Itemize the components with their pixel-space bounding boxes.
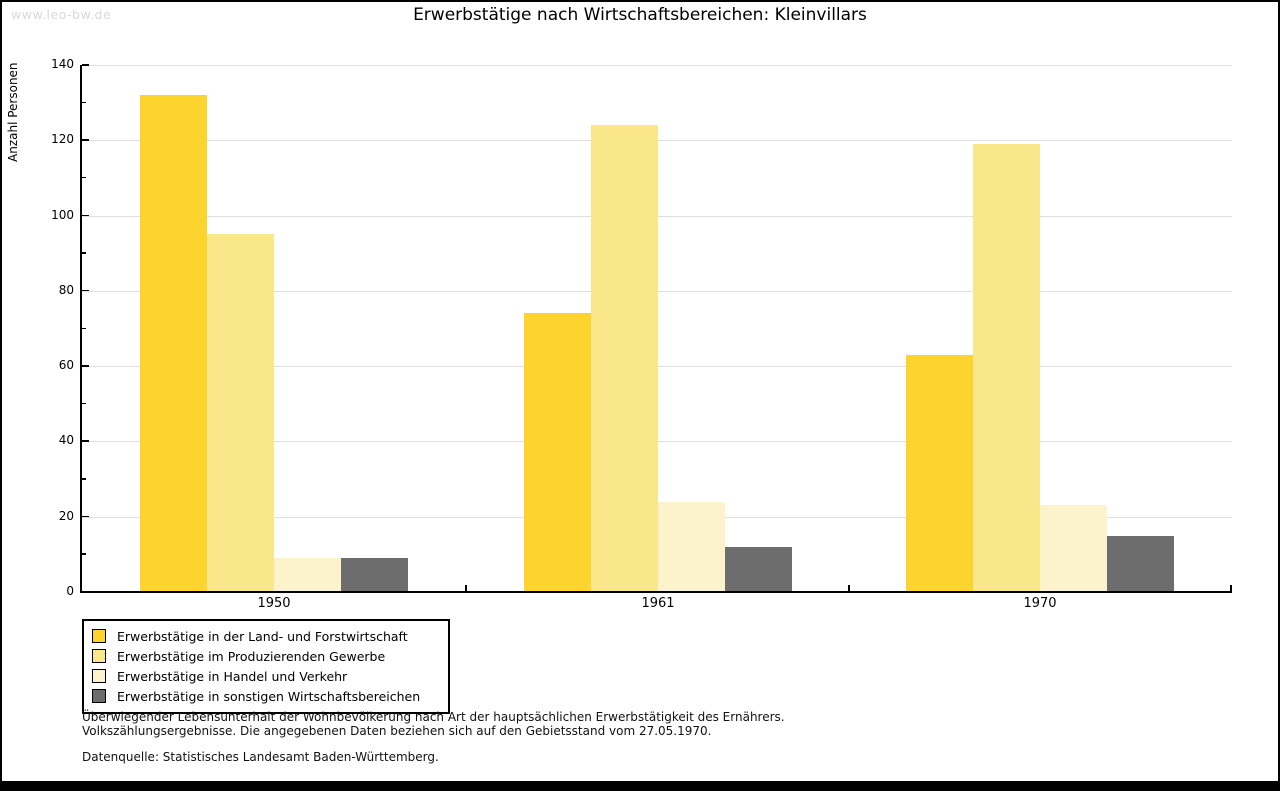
legend-label-4: Erwerbstätige in sonstigen Wirtschaftsbe…: [117, 688, 421, 704]
y-major-tick-120: [82, 139, 89, 141]
y-tick-label-20: 20: [58, 508, 74, 523]
chart-title: Erwerbstätige nach Wirtschaftsbereichen:…: [413, 5, 867, 25]
y-minor-tick-90: [82, 252, 86, 254]
legend-item-2: Erwerbstätige im Produzierenden Gewerbe: [92, 646, 440, 666]
legend-swatch-1: [92, 629, 106, 643]
x-axis-tick-2: [848, 585, 850, 592]
y-major-tick-140: [82, 64, 89, 66]
legend-item-3: Erwerbstätige in Handel und Verkehr: [92, 666, 440, 686]
gridline-140: [80, 65, 1232, 66]
y-tick-label-60: 60: [58, 358, 74, 373]
bar-1961-series3: [658, 501, 725, 592]
x-axis-line: [80, 591, 1232, 593]
y-minor-tick-130: [82, 101, 86, 104]
footnote-line-2: Volkszählungsergebnisse. Die angegebenen…: [82, 724, 712, 738]
y-tick-label-140: 140: [51, 57, 74, 71]
y-tick-label-40: 40: [58, 433, 74, 448]
plot-area: [80, 64, 1232, 593]
legend-swatch-2: [92, 649, 106, 663]
bar-1970-series1: [906, 354, 973, 592]
y-axis-title: Anzahl Personen: [6, 62, 20, 162]
bar-1961-series2: [591, 125, 658, 592]
y-tick-label-120: 120: [51, 132, 74, 147]
x-category-label-1961: 1961: [641, 596, 675, 611]
y-minor-tick-10: [82, 553, 86, 555]
bottom-frame-bar: [2, 781, 1278, 789]
legend-swatch-4: [92, 689, 106, 703]
y-tick-label-100: 100: [51, 207, 74, 222]
y-major-tick-60: [82, 365, 89, 367]
bar-1961-series1: [524, 313, 591, 592]
legend-swatch-3: [92, 669, 106, 683]
legend-label-3: Erwerbstätige in Handel und Verkehr: [117, 668, 348, 684]
y-minor-tick-30: [82, 478, 86, 480]
bar-1970-series4: [1107, 535, 1174, 592]
x-axis-tick-3: [1230, 585, 1232, 592]
y-minor-tick-50: [82, 402, 86, 405]
y-major-tick-40: [82, 440, 89, 442]
legend-label-2: Erwerbstätige im Produzierenden Gewerbe: [117, 648, 386, 664]
bar-1950-series4: [341, 558, 408, 592]
footnote-line-1: Überwiegender Lebensunterhalt der Wohnbe…: [82, 710, 785, 724]
y-tick-label-80: 80: [58, 282, 74, 297]
bar-1950-series2: [207, 234, 274, 592]
y-tick-label-0: 0: [66, 584, 74, 598]
x-category-label-1950: 1950: [257, 596, 291, 611]
bar-1970-series2: [973, 144, 1040, 592]
legend-item-1: Erwerbstätige in der Land- und Forstwirt…: [92, 626, 440, 646]
bar-1950-series3: [274, 558, 341, 592]
x-category-label-1970: 1970: [1023, 596, 1057, 611]
y-major-tick-100: [82, 214, 89, 217]
legend-item-4: Erwerbstätige in sonstigen Wirtschaftsbe…: [92, 686, 440, 706]
y-major-tick-0: [82, 591, 89, 593]
legend-label-1: Erwerbstätige in der Land- und Forstwirt…: [117, 628, 408, 644]
y-major-tick-20: [82, 515, 89, 518]
y-minor-tick-110: [82, 176, 86, 179]
footnote: Überwiegender Lebensunterhalt der Wohnbe…: [82, 710, 785, 738]
legend: Erwerbstätige in der Land- und Forstwirt…: [82, 619, 450, 714]
bar-1950-series1: [140, 95, 207, 592]
watermark: www.leo-bw.de: [11, 7, 112, 22]
bar-1961-series4: [725, 546, 792, 592]
source-note: Datenquelle: Statistisches Landesamt Bad…: [82, 750, 439, 764]
x-axis-tick-1: [465, 585, 467, 592]
bar-1970-series3: [1040, 505, 1107, 592]
y-minor-tick-70: [82, 327, 86, 329]
y-major-tick-80: [82, 289, 89, 292]
y-axis-line: [80, 65, 82, 592]
